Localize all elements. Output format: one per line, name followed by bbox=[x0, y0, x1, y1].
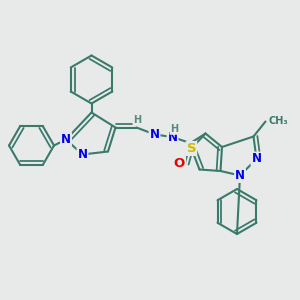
Text: H: H bbox=[170, 124, 178, 134]
Text: N: N bbox=[77, 148, 88, 161]
Text: H: H bbox=[133, 115, 142, 125]
Text: S: S bbox=[187, 142, 196, 155]
Text: N: N bbox=[251, 152, 262, 166]
Text: O: O bbox=[174, 157, 185, 170]
Text: N: N bbox=[167, 130, 178, 144]
Text: N: N bbox=[149, 128, 160, 141]
Text: N: N bbox=[61, 133, 71, 146]
Text: CH₃: CH₃ bbox=[268, 116, 288, 126]
Text: N: N bbox=[235, 169, 245, 182]
